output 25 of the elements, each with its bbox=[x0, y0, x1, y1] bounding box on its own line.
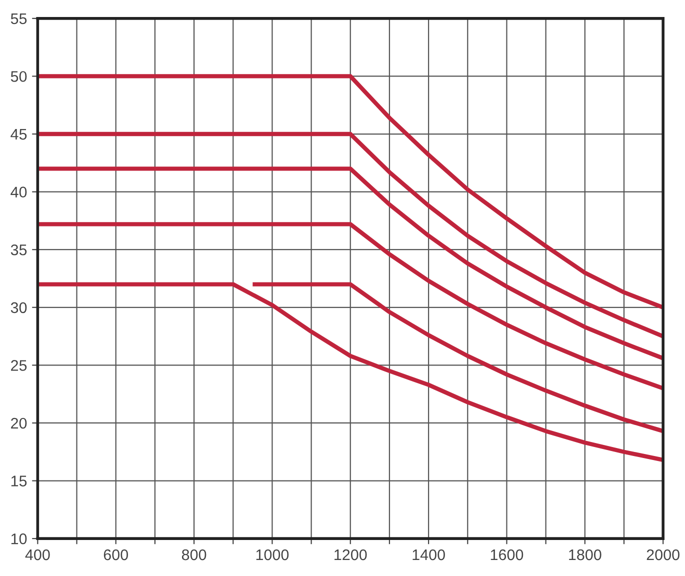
y-tick-label: 15 bbox=[11, 476, 27, 486]
line-series bbox=[38, 222, 664, 390]
x-tick-label: 400 bbox=[25, 549, 50, 560]
line-series bbox=[38, 282, 664, 462]
x-tick-label: 600 bbox=[104, 549, 128, 560]
line-series bbox=[38, 166, 664, 360]
y-tick-label: 55 bbox=[10, 13, 27, 24]
y-tick-label: 50 bbox=[10, 71, 27, 82]
y-tick-label: 10 bbox=[11, 533, 27, 544]
y-tick-label: 40 bbox=[10, 186, 27, 198]
x-tick-label: 2000 bbox=[646, 549, 680, 560]
y-tick-label: 20 bbox=[11, 418, 27, 429]
line-series bbox=[38, 74, 664, 310]
y-tick-label: 30 bbox=[10, 302, 27, 314]
line-series bbox=[38, 132, 664, 338]
y-tick-label: 25 bbox=[11, 360, 27, 371]
y-tick-label: 35 bbox=[10, 244, 27, 256]
x-tick-label: 1800 bbox=[569, 549, 602, 560]
x-tick-label: 1400 bbox=[412, 549, 445, 560]
x-tick-label: 1000 bbox=[256, 549, 289, 560]
x-tick-label: 1600 bbox=[490, 549, 524, 560]
x-tick-label: 800 bbox=[182, 549, 206, 560]
x-tick-label: 1200 bbox=[334, 549, 367, 560]
line-series bbox=[250, 282, 664, 434]
y-tick-label: 45 bbox=[10, 129, 27, 140]
